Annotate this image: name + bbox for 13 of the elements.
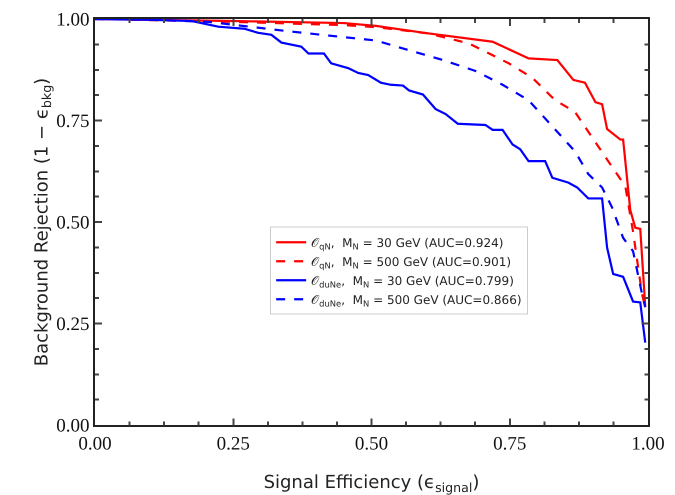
- y-tick-label: 0.25: [56, 314, 90, 336]
- legend-label: 𝒪$_{duNe}$, M$_{N}$ = 500 GeV (AUC=0.866): [311, 292, 522, 308]
- y-tick-label: 1.00: [56, 10, 90, 31]
- legend-label: 𝒪$_{qN}$, M$_{N}$ = 30 GeV (AUC=0.924): [311, 236, 504, 252]
- y-tick-label: 0.75: [56, 111, 90, 132]
- x-tick-label: 1.00: [631, 434, 665, 455]
- x-tick-label: 0.25: [216, 434, 250, 455]
- x-axis-title: Signal Efficiency (ϵ$_{signal}$): [264, 472, 480, 495]
- legend-label: 𝒪$_{duNe}$, M$_{N}$ = 30 GeV (AUC=0.799): [311, 274, 514, 290]
- x-tick-label: 0.75: [493, 434, 526, 455]
- legend-label: 𝒪$_{qN}$, M$_{N}$ = 500 GeV (AUC=0.901): [311, 254, 512, 270]
- x-tick-label: 0.50: [354, 434, 388, 455]
- y-tick-label: 0.50: [56, 212, 90, 234]
